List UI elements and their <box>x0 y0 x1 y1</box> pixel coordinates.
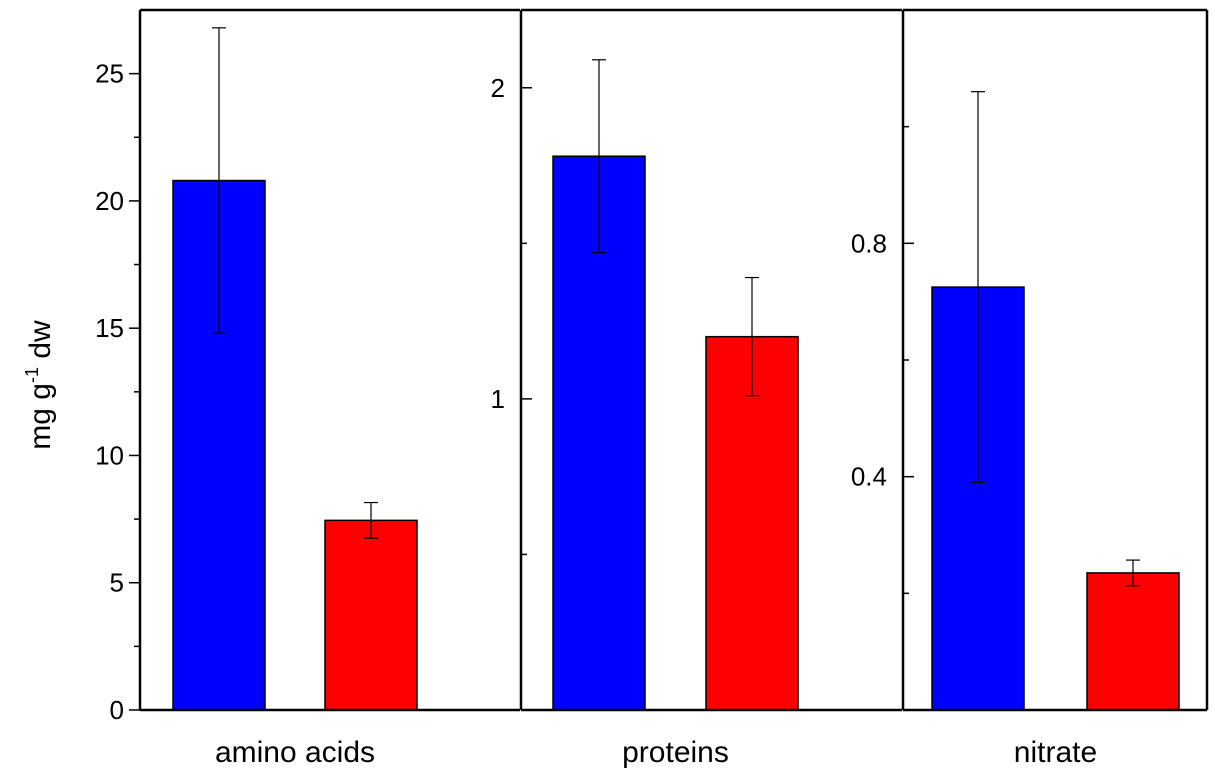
category-label-proteins: proteins <box>622 736 729 769</box>
tick-label-amino-acids-1: 5 <box>110 568 124 598</box>
tick-label-nitrate-1: 0.8 <box>851 228 887 258</box>
y-axis-label-unit: dw <box>24 320 57 367</box>
panel-nitrate: 0.4 0.8 nitrate <box>851 8 1207 769</box>
tick-label-proteins-1: 2 <box>491 73 505 103</box>
panel-amino-acids: 0 5 10 15 20 25 amino acids <box>95 8 520 769</box>
tick-label-amino-acids-5: 25 <box>95 59 124 89</box>
tick-label-amino-acids-3: 15 <box>95 313 124 343</box>
panel-proteins: 1 2 proteins <box>491 8 902 769</box>
bar-amino-acids-2 <box>324 519 418 711</box>
tick-label-amino-acids-2: 10 <box>95 440 124 470</box>
tick-label-amino-acids-0: 0 <box>110 695 124 725</box>
panels-layer: 0 5 10 15 20 25 amino acids 1 2 proteins 0.4 0.8 nit… <box>95 8 1209 769</box>
tick-label-nitrate-0: 0.4 <box>851 462 887 492</box>
tick-label-amino-acids-4: 20 <box>95 186 124 216</box>
y-axis-label-sup: -1 <box>22 367 42 383</box>
y-axis-label: mg g-1 dw <box>22 320 57 450</box>
tick-label-proteins-0: 1 <box>491 384 505 414</box>
category-label-nitrate: nitrate <box>1014 736 1097 769</box>
bar-nitrate-2 <box>1086 572 1180 711</box>
bar-proteins-2 <box>705 335 799 711</box>
y-axis-label-main: mg g <box>24 383 57 450</box>
category-label-amino-acids: amino acids <box>215 736 375 769</box>
